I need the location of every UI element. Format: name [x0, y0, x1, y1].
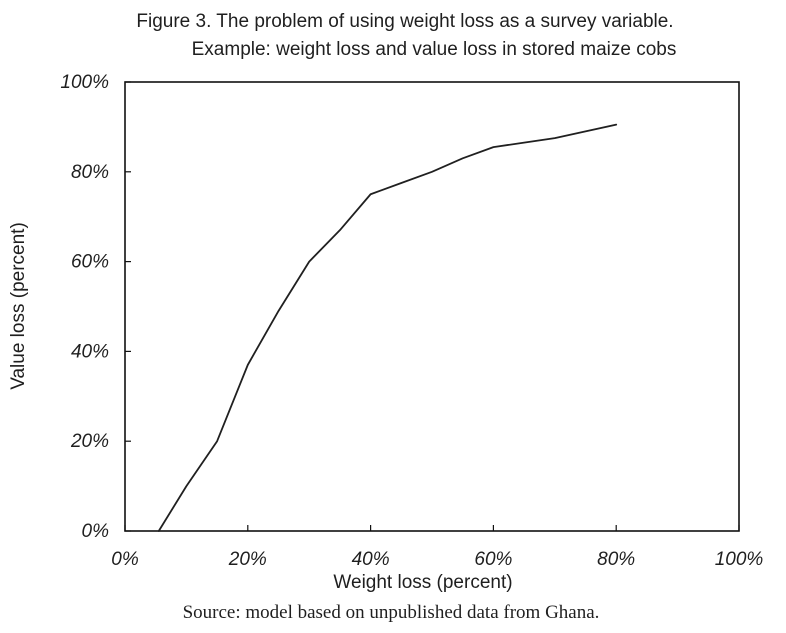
y-tick-label: 80%	[71, 162, 109, 183]
y-axis-label: Value loss (percent)	[8, 222, 29, 390]
chart-title: Figure 3. The problem of using weight lo…	[136, 11, 673, 32]
y-tick-label: 20%	[70, 431, 109, 452]
x-tick-label: 0%	[111, 549, 139, 570]
y-tick-label: 100%	[60, 72, 109, 93]
source-note: Source: model based on unpublished data …	[183, 602, 600, 623]
x-tick-label: 40%	[352, 549, 390, 570]
plot-frame	[125, 82, 739, 531]
y-tick-label: 60%	[71, 252, 109, 273]
chart-subtitle: Example: weight loss and value loss in s…	[192, 39, 677, 60]
value-loss-series-line	[159, 125, 616, 531]
plot-area: 0% 20% 40% 60% 80% 100% 0% 20% 40% 60% 80% 100%	[60, 72, 763, 570]
y-tick-label: 40%	[71, 341, 109, 362]
x-tick-label: 60%	[474, 549, 512, 570]
x-axis-label: Weight loss (percent)	[333, 572, 512, 593]
x-tick-label: 100%	[715, 549, 764, 570]
x-tick-label: 20%	[228, 549, 267, 570]
x-tick-label: 80%	[597, 549, 635, 570]
y-tick-label: 0%	[82, 521, 110, 542]
